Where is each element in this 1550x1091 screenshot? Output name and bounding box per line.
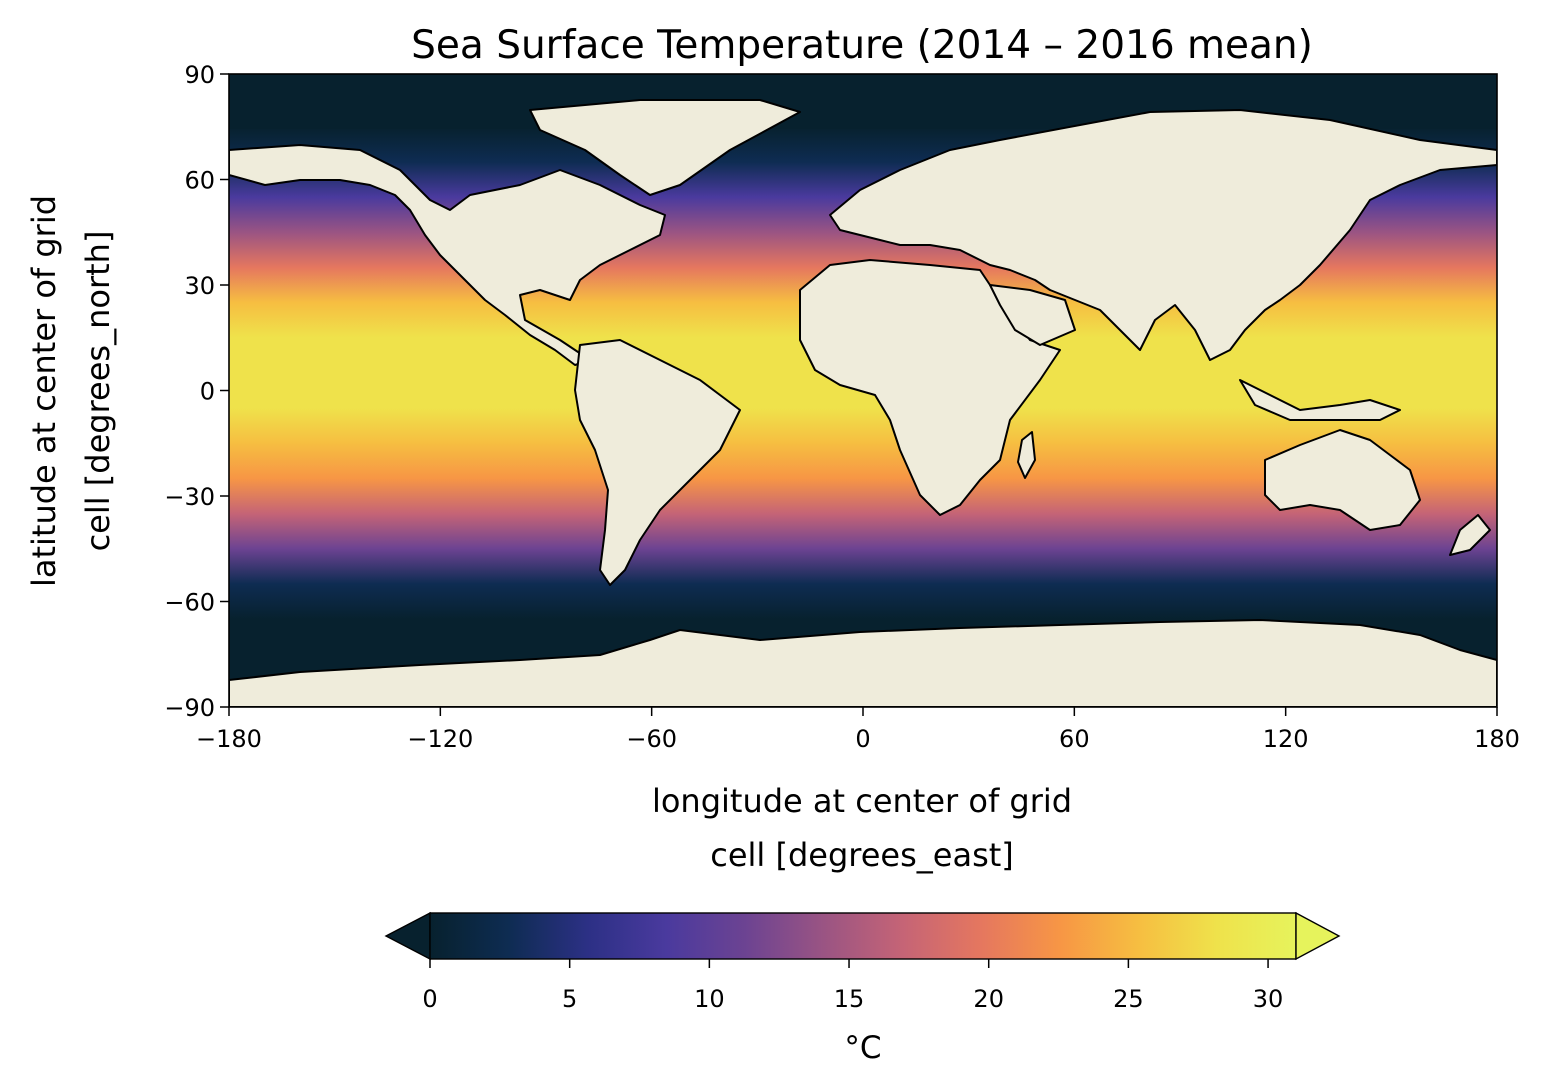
new-zealand — [1449, 514, 1491, 556]
y-axis-label: latitude at center of grid — [25, 195, 63, 587]
y-tick-label: −60 — [164, 589, 215, 617]
greenland — [529, 99, 801, 196]
y-tick-label: 60 — [184, 167, 215, 195]
colorbar-label: °C — [844, 1030, 881, 1066]
australia — [1264, 429, 1421, 531]
africa — [799, 259, 1061, 516]
y-tick-label: 90 — [184, 61, 215, 89]
colorbar-extend-max — [1295, 911, 1341, 961]
y-tick-label: 30 — [184, 272, 215, 300]
colorbar-tick-label: 20 — [973, 985, 1004, 1013]
indonesia — [1239, 379, 1401, 421]
colorbar-tick-label: 25 — [1113, 985, 1144, 1013]
south-america — [574, 339, 741, 586]
y-tick-label: −30 — [164, 483, 215, 511]
x-axis-label-line2: cell [degrees_east] — [710, 836, 1014, 874]
x-axis-ticks: −180 −120 −60 0 60 120 180 — [196, 707, 1520, 753]
antarctica — [229, 619, 1497, 707]
map-panel — [229, 74, 1497, 707]
y-tick-label: −90 — [164, 694, 215, 722]
colorbar-extend-min — [384, 911, 431, 961]
x-tick-label: −180 — [196, 725, 262, 753]
x-tick-label: 0 — [855, 725, 870, 753]
y-axis-label-2: cell [degrees_north] — [79, 231, 117, 552]
north-america — [229, 144, 666, 366]
colorbar-tick-label: 10 — [694, 985, 725, 1013]
x-tick-label: 60 — [1059, 725, 1090, 753]
x-axis-label-line1: longitude at center of grid — [652, 782, 1072, 820]
colorbar-tick-label: 0 — [422, 985, 437, 1013]
colorbar-tick-label: 30 — [1253, 985, 1284, 1013]
x-tick-label: −120 — [407, 725, 473, 753]
x-tick-label: −60 — [626, 725, 677, 753]
arabia — [989, 284, 1076, 346]
colorbar-ticks: 0 5 10 15 20 25 30 — [422, 959, 1283, 1013]
x-tick-label: 180 — [1474, 725, 1520, 753]
madagascar — [1017, 431, 1036, 479]
y-axis-label-line1: latitude at center of grid — [25, 195, 63, 587]
chart-title: Sea Surface Temperature (2014 – 2016 mea… — [411, 23, 1313, 68]
y-tick-label: 0 — [200, 378, 215, 406]
colorbar-body — [429, 912, 1297, 960]
x-tick-label: 120 — [1263, 725, 1309, 753]
eurasia — [829, 109, 1497, 361]
y-axis-ticks: 90 60 30 0 −30 −60 −90 — [164, 61, 229, 722]
y-axis-label-line2: cell [degrees_north] — [79, 231, 117, 552]
colorbar-tick-label: 5 — [562, 985, 577, 1013]
colorbar: 0 5 10 15 20 25 30 °C — [384, 911, 1341, 1066]
colorbar-tick-label: 15 — [834, 985, 865, 1013]
